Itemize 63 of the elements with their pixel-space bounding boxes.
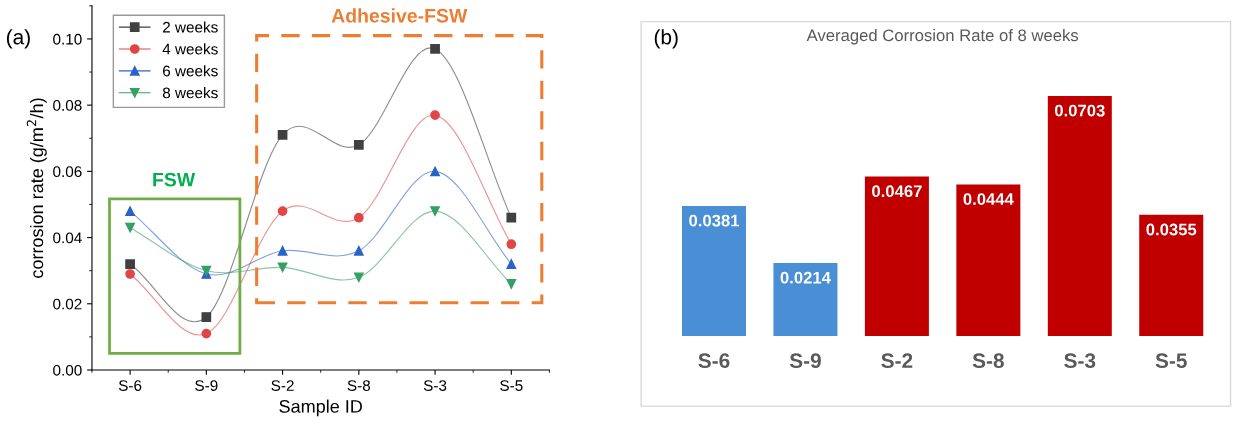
- bar: [1139, 214, 1204, 337]
- point: [125, 259, 135, 269]
- x-tick-label: S-5: [500, 380, 523, 391]
- point: [277, 206, 288, 216]
- point: [277, 245, 288, 256]
- point: [277, 130, 288, 140]
- data-label: 0.0703: [1054, 104, 1105, 117]
- data-label: 0.0381: [689, 214, 740, 227]
- chart-title: Averaged Corrosion Rate of 8 weeks: [806, 28, 1079, 45]
- x-tick-label: S-2: [881, 353, 913, 369]
- annotation: Adhesive-FSW: [331, 8, 468, 23]
- point: [353, 140, 364, 150]
- point: [277, 262, 288, 273]
- x-tick-label: S-3: [423, 380, 447, 391]
- data-label: 0.0467: [872, 185, 922, 198]
- point: [353, 272, 364, 283]
- point: [125, 206, 135, 216]
- y-tick-label: 0.08: [53, 100, 82, 111]
- annotation: FSW: [153, 172, 196, 187]
- bar: [1047, 95, 1112, 337]
- point: [506, 259, 517, 269]
- y-tick-label: 0.06: [53, 166, 82, 178]
- x-tick-label: S-6: [698, 353, 730, 369]
- data-label: 0.0214: [780, 271, 831, 284]
- x-tick-label: S-6: [118, 380, 142, 391]
- y-tick-label: 0.10: [53, 33, 82, 45]
- point: [430, 110, 440, 120]
- point: [430, 44, 440, 54]
- point: [430, 166, 440, 177]
- x-tick-label: S-9: [195, 380, 218, 391]
- point: [506, 239, 517, 250]
- point: [506, 212, 517, 223]
- bar: [956, 184, 1021, 337]
- x-tick-label: S-3: [1064, 353, 1096, 369]
- point: [506, 279, 517, 289]
- bar: [682, 205, 747, 337]
- point: [125, 222, 135, 233]
- x-tick-label: S-9: [789, 353, 821, 369]
- legend-label: 4 weeks: [162, 43, 218, 55]
- text: (b): [654, 29, 678, 49]
- point: [430, 206, 440, 216]
- y-axis-title: corrosion rate (g/m$^{2}$/h): [26, 98, 47, 278]
- data-label: 0.0355: [1146, 223, 1197, 236]
- x-tick-label: S-8: [347, 380, 371, 391]
- x-tick-label: S-5: [1155, 353, 1187, 369]
- point: [353, 245, 364, 256]
- point: [125, 269, 135, 279]
- legend-label: 8 weeks: [162, 87, 218, 99]
- bar: [773, 262, 838, 337]
- data-label: 0.0444: [963, 193, 1014, 205]
- legend-label: 2 weeks: [163, 21, 218, 33]
- point: [201, 328, 212, 339]
- point: [201, 312, 212, 322]
- point: [353, 212, 364, 223]
- y-tick-label: 0.02: [53, 298, 82, 310]
- y-tick-label: 0.00: [53, 364, 82, 376]
- x-tick-label: S-2: [271, 380, 294, 391]
- x-axis-title: Sample ID: [279, 399, 362, 417]
- text: (a): [6, 29, 30, 49]
- x-tick-label: S-8: [972, 353, 1004, 369]
- bar: [864, 176, 929, 337]
- legend-label: 6 weeks: [163, 65, 218, 77]
- y-tick-label: 0.04: [53, 232, 82, 244]
